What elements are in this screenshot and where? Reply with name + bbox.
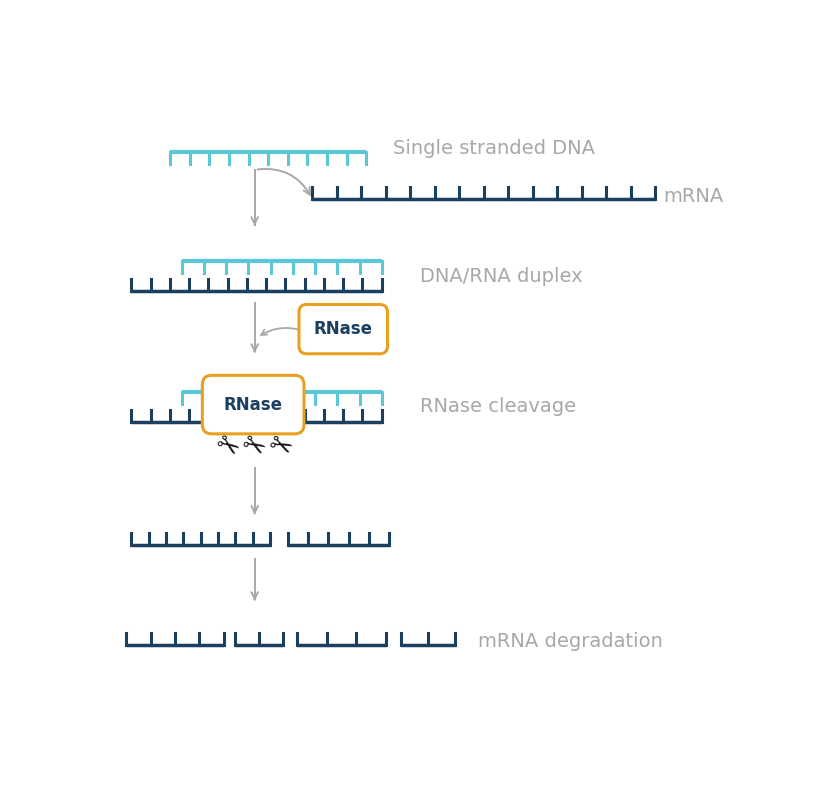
FancyBboxPatch shape — [299, 304, 387, 353]
Text: RNase: RNase — [224, 395, 283, 414]
Text: ✂: ✂ — [208, 429, 243, 465]
Text: ✂: ✂ — [236, 429, 270, 464]
Text: mRNA: mRNA — [662, 188, 722, 206]
FancyBboxPatch shape — [202, 375, 304, 434]
Text: ✂: ✂ — [264, 429, 296, 464]
Text: mRNA degradation: mRNA degradation — [477, 632, 662, 651]
Text: RNase cleavage: RNase cleavage — [420, 397, 576, 415]
Text: RNase: RNase — [314, 320, 373, 338]
Text: DNA/RNA duplex: DNA/RNA duplex — [420, 266, 582, 286]
Text: Single stranded DNA: Single stranded DNA — [393, 139, 595, 159]
